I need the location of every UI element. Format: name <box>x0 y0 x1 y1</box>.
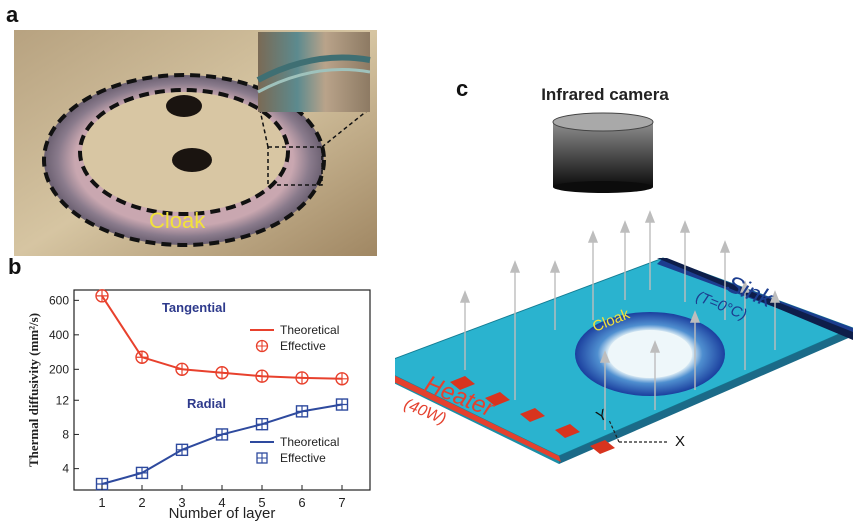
lower-legend-marker-cross <box>257 453 267 463</box>
upper-legend-marker-cross <box>257 341 267 351</box>
lower-ytick-label: 8 <box>62 427 69 441</box>
upper-effective-point-cross <box>256 370 268 383</box>
heat-arrows <box>450 376 615 454</box>
heater-bar <box>373 366 561 462</box>
lower-ytick-label: 12 <box>56 393 70 407</box>
diffusivity-chart-panel: Thermal diffusivity (mm²/s) Number of la… <box>0 282 400 522</box>
lower-effective-point-cross <box>136 466 148 479</box>
upper-ytick-label: 600 <box>49 293 69 307</box>
setup-schematic: Infrared camera Cloak <box>373 85 853 464</box>
lower-effective-point-cross <box>216 428 228 441</box>
x-axis-symbol: X <box>675 433 685 450</box>
upper-legend-theoretical: Theoretical <box>280 323 339 337</box>
upper-hole <box>166 95 202 117</box>
cloak-photo-panel: Cloak <box>14 30 377 256</box>
xtick-label: 7 <box>338 495 345 510</box>
inner-dashed-boundary <box>78 88 290 216</box>
diffusivity-chart: Thermal diffusivity (mm²/s) Number of la… <box>26 289 371 522</box>
upper-effective-point-cross <box>336 372 348 385</box>
zoom-region-box <box>267 146 323 186</box>
y-axis-label: Thermal diffusivity (mm²/s) <box>26 313 41 467</box>
outer-dashed-boundary <box>42 73 326 247</box>
coordinate-axes <box>608 419 667 443</box>
xtick-label: 4 <box>218 495 225 510</box>
upper-effective-point-cross <box>216 366 228 379</box>
lower-legend-effective: Effective <box>280 451 326 465</box>
upper-legend-marker <box>255 339 269 353</box>
upper-ytick-label: 200 <box>49 362 69 376</box>
lower-effective-point-cross <box>256 418 268 431</box>
upper-effective-point-cross <box>176 363 188 376</box>
lower-effective-point-cross <box>336 398 348 411</box>
xtick-label: 2 <box>138 495 145 510</box>
upper-effective-point-cross <box>296 371 308 384</box>
xtick-label: 6 <box>298 495 305 510</box>
xtick-label: 1 <box>98 495 105 510</box>
upper-effective-point-cross <box>96 289 108 302</box>
xtick-label: 5 <box>258 495 265 510</box>
tangential-label: Tangential <box>162 300 226 315</box>
camera-icon <box>552 112 654 193</box>
cloak-photo: Cloak <box>14 30 377 256</box>
panel-label-c: c <box>456 76 469 101</box>
upper-ytick-label: 400 <box>49 328 69 342</box>
lower-ytick-label: 4 <box>62 462 69 476</box>
camera-label: Infrared camera <box>541 85 669 104</box>
x-axis-label: Number of layer <box>169 505 276 522</box>
lower-effective-point-cross <box>296 405 308 418</box>
panel-label-b: b <box>8 254 22 279</box>
flux-arrows <box>459 210 781 430</box>
xtick-label: 3 <box>178 495 185 510</box>
lower-hole <box>172 148 212 172</box>
lower-legend-theoretical: Theoretical <box>280 435 339 449</box>
setup-schematic-panel: Infrared camera Cloak <box>373 70 853 522</box>
radial-label: Radial <box>187 396 226 411</box>
upper-legend-effective: Effective <box>280 339 326 353</box>
panel-label-a: a <box>6 2 19 27</box>
upper-effective-point-cross <box>136 351 148 364</box>
cloak-photo-label: Cloak <box>149 208 206 233</box>
lower-effective-point-cross <box>176 443 188 456</box>
